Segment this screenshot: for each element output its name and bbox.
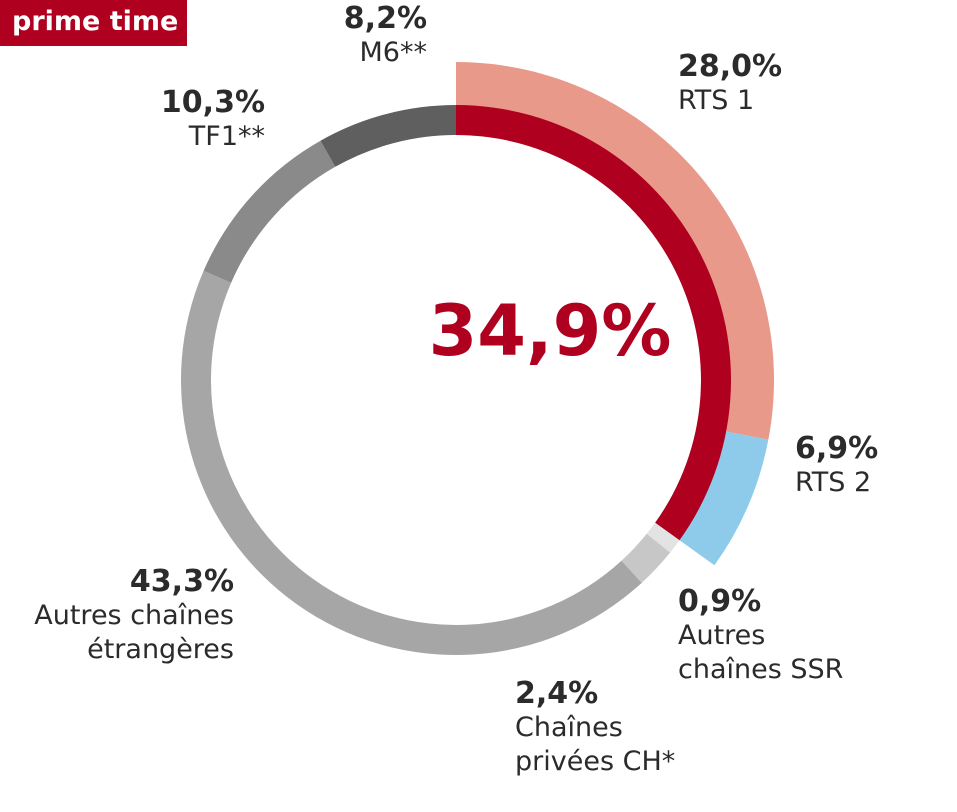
slice-autres-cha-nes-ssr <box>646 522 680 553</box>
label-rts1: 28,0% RTS 1 <box>678 50 782 118</box>
label-rts2: 6,9% RTS 2 <box>795 432 878 500</box>
label-m6: 8,2% M6** <box>344 2 427 70</box>
label-autres-etrangeres-pct: 43,3% <box>129 564 234 599</box>
label-privees-ch: 2,4% Chaînes privées CH* <box>515 677 675 779</box>
label-tf1-pct: 10,3% <box>160 85 265 120</box>
label-privees-ch-pct: 2,4% <box>515 676 599 711</box>
label-tf1: 10,3% TF1** <box>161 86 265 154</box>
badge-label: prime time <box>12 6 179 37</box>
label-tf1-name: TF1** <box>188 121 265 152</box>
slice-tf1 <box>203 140 336 283</box>
slice-rts-1 <box>456 62 775 440</box>
label-m6-pct: 8,2% <box>343 1 427 36</box>
label-autres-etrangeres-line1: Autres chaînes <box>34 600 234 631</box>
slice-m6 <box>320 105 456 167</box>
center-value: 34,9% <box>428 290 672 372</box>
label-rts1-name: RTS 1 <box>678 85 755 116</box>
label-autres-ssr-line1: Autres <box>678 620 766 651</box>
label-rts2-pct: 6,9% <box>795 431 879 466</box>
slice-cha-nes-priv-es-ch <box>621 533 671 583</box>
label-rts1-pct: 28,0% <box>678 49 783 84</box>
label-m6-name: M6** <box>359 37 427 68</box>
label-autres-ssr-line2: chaînes SSR <box>678 654 844 685</box>
label-autres-etrangeres: 43,3% Autres chaînes étrangères <box>34 565 234 667</box>
slice-ssr <box>456 105 732 541</box>
prime-time-badge: prime time <box>0 0 187 46</box>
label-rts2-name: RTS 2 <box>795 467 872 498</box>
label-autres-ssr-pct: 0,9% <box>678 584 762 619</box>
label-autres-etrangeres-line2: étrangères <box>87 634 234 665</box>
label-privees-ch-line2: privées CH* <box>515 746 676 777</box>
slice-autres-cha-nes-trang-res <box>181 270 642 656</box>
label-privees-ch-line1: Chaînes <box>515 712 623 743</box>
label-autres-ssr: 0,9% Autres chaînes SSR <box>678 585 843 687</box>
